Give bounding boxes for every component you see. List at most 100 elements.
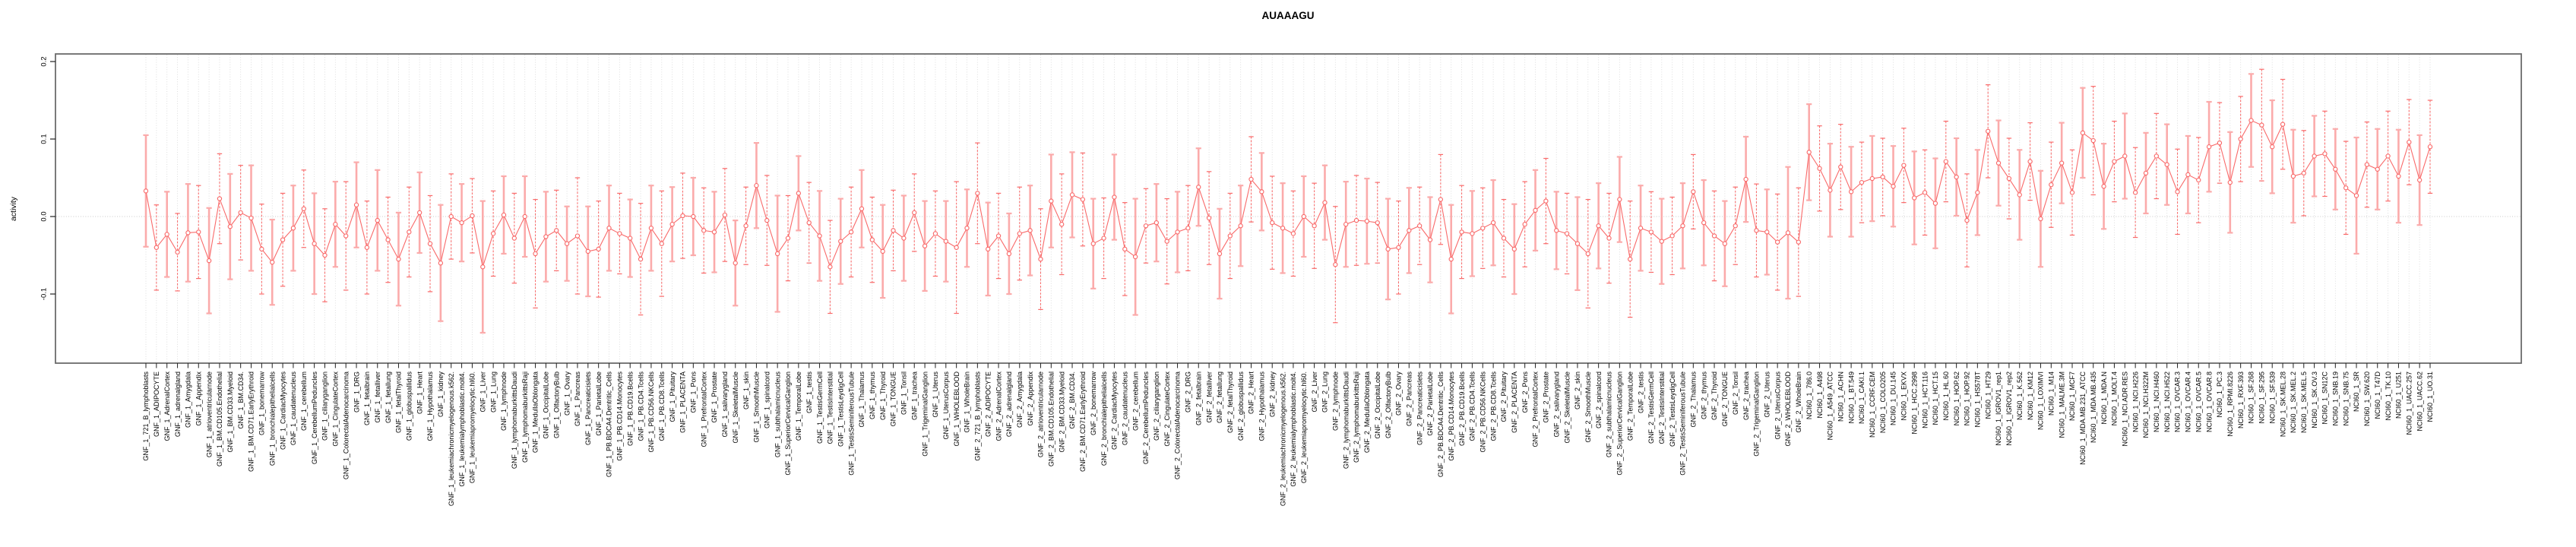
- data-point: [932, 231, 938, 236]
- data-point: [922, 243, 928, 248]
- data-point: [733, 261, 738, 266]
- data-point: [1859, 179, 1865, 185]
- data-point: [2407, 139, 2412, 145]
- data-point: [838, 239, 843, 244]
- data-point: [353, 202, 359, 207]
- x-tick-label: GNF_1_DRG: [353, 372, 360, 413]
- data-point: [2364, 162, 2370, 167]
- data-point: [669, 222, 675, 227]
- x-tick-label: GNF_2_PB.CD56.NKCells: [1479, 372, 1486, 453]
- x-tick-label: NCI60_1_K.562: [2016, 372, 2024, 420]
- data-point: [1353, 217, 1359, 223]
- data-point: [1290, 231, 1296, 236]
- x-tick-label: GNF_1_fetalliver: [374, 372, 381, 423]
- data-point: [2290, 173, 2296, 179]
- data-point: [164, 232, 169, 237]
- x-tick-label: NCI60_1_UACC.257: [2405, 372, 2413, 435]
- x-tick-label: NCI60_1_CAKI.1: [1858, 372, 1866, 424]
- data-point: [1017, 231, 1022, 236]
- x-tick-label: GNF_2_thymus: [1700, 372, 1707, 420]
- x-tick-label: GNF_2_leukemialymphoblastic.molt4.: [1290, 372, 1297, 487]
- x-tick-label: NCI60_1_RPMI.8226: [2226, 372, 2234, 437]
- data-point: [2175, 189, 2180, 194]
- data-point: [248, 215, 254, 221]
- data-point: [806, 220, 812, 226]
- x-tick-label: NCI60_1_HL.60: [1942, 372, 1950, 421]
- x-tick-label: NCI60_1_MALME.3M: [2058, 372, 2065, 438]
- x-tick-label: GNF_1_Prostate: [710, 372, 718, 423]
- data-point: [1407, 228, 1412, 233]
- x-tick-label: GNF_1_OccipitalLobe: [543, 372, 550, 439]
- data-point: [554, 228, 559, 233]
- x-tick-label: GNF_1_fetalbrain: [363, 372, 371, 425]
- axes-frame-layer: [50, 53, 2522, 368]
- x-tick-label: NCI60_1_EKVX: [1900, 372, 1908, 421]
- x-tick-label: GNF_2_CingulateCortex: [1163, 372, 1171, 447]
- x-tick-label: NCI60_1_KM12: [2027, 372, 2034, 420]
- x-tick-label: GNF_1_leukemiapromyelocytic.hl60.: [469, 372, 476, 483]
- x-tick-label: GNF_1_testis: [805, 372, 813, 414]
- x-tick-label: GNF_1_ColorectalAdenocarcinoma: [342, 372, 350, 479]
- data-point: [511, 236, 517, 241]
- data-point: [869, 237, 875, 242]
- data-point: [638, 256, 644, 262]
- x-tick-label: GNF_1_WholeBrain: [964, 372, 971, 433]
- data-point: [1385, 246, 1391, 252]
- x-tick-label: GNF_2_Heart: [1248, 372, 1255, 415]
- x-tick-label: GNF_2_skin: [1574, 372, 1581, 409]
- data-point: [1596, 223, 1601, 229]
- x-tick-label: GNF_2_WHOLEBLOOD: [1784, 372, 1792, 447]
- data-point: [1733, 223, 1738, 229]
- data-point: [1648, 229, 1654, 235]
- x-tick-label: GNF_1_bronchialepithelialcells: [268, 372, 276, 466]
- x-tick-label: GNF_1_fetallung: [385, 372, 392, 423]
- x-tick-label: GNF_1_PB.CD19.Bcells: [626, 372, 634, 447]
- data-point: [1943, 159, 1948, 164]
- data-point: [2027, 159, 2033, 164]
- data-point: [828, 264, 833, 270]
- data-point: [1006, 251, 1012, 257]
- data-point: [1438, 197, 1444, 202]
- gridlines-layer: [56, 55, 2521, 362]
- x-tick-label: GNF_2_OlfactoryBulb: [1385, 372, 1392, 438]
- x-tick-label: NCI60_1_OVCAR.8: [2205, 372, 2213, 432]
- data-point: [743, 223, 748, 229]
- data-point: [1248, 176, 1254, 182]
- x-tick-label: NCI60_1_NCI.H226: [2131, 372, 2139, 432]
- x-tick-label: GNF_1_Lung: [489, 372, 497, 413]
- data-point: [227, 224, 233, 229]
- data-point: [290, 226, 296, 231]
- x-tick-label: GNF_1_TestisSeminiferousTubule: [847, 372, 855, 476]
- x-tick-label: GNF_2_Pituitary: [1500, 372, 1508, 422]
- data-point: [1280, 226, 1286, 231]
- x-tick-label: GNF_1_fetalThyroid: [395, 372, 403, 433]
- data-point: [1312, 223, 1317, 229]
- data-point: [1164, 239, 1169, 244]
- x-tick-label: GNF_2_Thalamus: [1690, 372, 1698, 428]
- x-tick-label: GNF_2_PB.CD14.Monocytes: [1448, 372, 1455, 461]
- data-point: [2154, 153, 2160, 159]
- data-point: [1459, 229, 1464, 235]
- series-line: [145, 119, 2431, 269]
- x-tick-label: GNF_1_721_B_lymphoblasts: [142, 372, 150, 461]
- data-point: [880, 248, 885, 255]
- data-point: [480, 264, 486, 270]
- data-point: [648, 226, 654, 231]
- data-point: [1112, 194, 1117, 200]
- x-tick-label: GNF_1_PLACENTA: [679, 372, 687, 433]
- data-point: [280, 237, 286, 242]
- x-tick-label: GNF_1_caudatenucleus: [290, 372, 297, 446]
- data-point: [522, 213, 527, 220]
- y-tick-label: 0.2: [40, 56, 49, 66]
- x-tick-label: GNF_1_CerebellumPeduncles: [311, 372, 318, 465]
- data-point: [1606, 236, 1612, 241]
- x-tick-label: GNF_2_bronchialepithelialcells: [1100, 372, 1108, 466]
- data-point: [1564, 231, 1570, 236]
- x-tick-label: GNF_1_TestisGermCell: [816, 372, 824, 444]
- data-point: [995, 233, 1002, 239]
- x-tick-label: GNF_2_PrefrontalCortex: [1532, 372, 1540, 447]
- data-point: [1785, 230, 1791, 236]
- x-tick-label: GNF_1_Heart: [416, 372, 423, 415]
- data-point: [2080, 130, 2086, 136]
